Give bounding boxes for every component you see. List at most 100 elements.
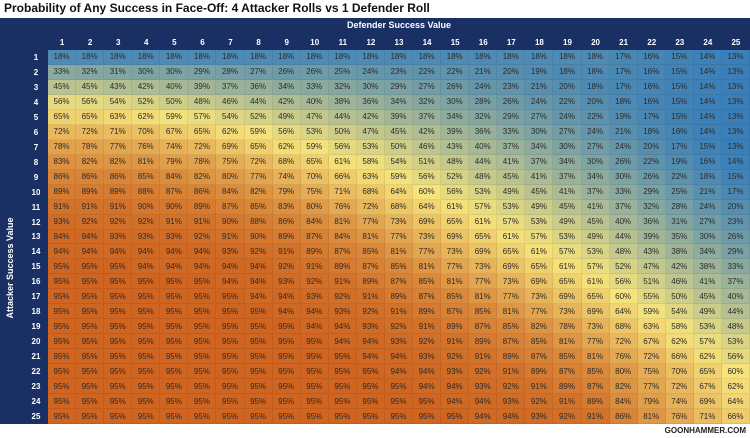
heatmap-cell: 93%: [356, 319, 385, 335]
heatmap-cell: 48%: [721, 319, 750, 335]
heatmap-cell: 83%: [48, 154, 77, 170]
heatmap-cell: 95%: [104, 349, 133, 365]
heatmap-cell: 89%: [441, 319, 470, 335]
heatmap-cell: 18%: [525, 50, 554, 65]
x-tick-label: 18: [534, 37, 544, 47]
heatmap-cell: 86%: [609, 409, 638, 424]
heatmap-cell: 77%: [104, 139, 133, 155]
heatmap-cell: 24%: [581, 124, 610, 140]
heatmap-cell: 95%: [300, 349, 329, 365]
heatmap-cell: 27%: [525, 109, 554, 125]
heatmap-cell: 94%: [384, 349, 414, 365]
heatmap-cell: 27%: [581, 139, 610, 155]
heatmap-cell: 19%: [525, 64, 554, 80]
heatmap-cell: 18%: [469, 50, 498, 65]
heatmap-cell: 77%: [384, 229, 414, 245]
heatmap-cell: 54%: [216, 109, 245, 125]
y-axis-label: Attacker Success Value: [5, 217, 15, 319]
heatmap-cell: 41%: [693, 274, 722, 290]
heatmap-cell: 91%: [272, 244, 301, 260]
heatmap-cell: 81%: [441, 274, 470, 290]
heatmap-cell: 36%: [244, 79, 273, 95]
heatmap-cell: 41%: [497, 154, 526, 170]
heatmap-cell: 90%: [244, 229, 273, 245]
heatmap-cell: 18%: [272, 50, 301, 65]
heatmap-cell: 93%: [48, 214, 77, 230]
heatmap-cell: 95%: [328, 349, 357, 365]
heatmap-cell: 95%: [413, 409, 442, 424]
heatmap-cell: 92%: [525, 394, 554, 410]
heatmap-cell: 87%: [497, 334, 526, 350]
x-tick-label: 14: [422, 37, 432, 47]
heatmap-cell: 61%: [553, 259, 582, 275]
heatmap-cell: 85%: [132, 169, 161, 185]
heatmap-cell: 17%: [721, 184, 750, 200]
heatmap-cell: 87%: [581, 379, 610, 395]
heatmap-cell: 18%: [413, 50, 442, 65]
heatmap-cell: 44%: [721, 304, 750, 320]
heatmap-cell: 27%: [413, 79, 442, 95]
heatmap-cell: 95%: [160, 304, 189, 320]
heatmap-cell: 57%: [553, 244, 582, 260]
heatmap-cell: 68%: [609, 319, 638, 335]
heatmap-cell: 60%: [413, 184, 442, 200]
heatmap-cell: 70%: [665, 364, 694, 380]
heatmap-cell: 92%: [300, 274, 329, 290]
heatmap-cell: 95%: [244, 349, 273, 365]
heatmap-cell: 57%: [693, 334, 722, 350]
heatmap-cell: 92%: [384, 319, 414, 335]
heatmap-cell: 13%: [721, 64, 750, 80]
heatmap-cell: 79%: [160, 154, 189, 170]
heatmap-cell: 69%: [553, 289, 582, 305]
heatmap-cell: 43%: [104, 79, 133, 95]
heatmap-cell: 94%: [216, 259, 245, 275]
heatmap-cell: 87%: [413, 289, 442, 305]
heatmap-cell: 68%: [356, 184, 385, 200]
heatmap-cell: 64%: [413, 199, 442, 215]
heatmap-cell: 86%: [104, 169, 133, 185]
heatmap-cell: 13%: [721, 109, 750, 125]
heatmap-cell: 95%: [104, 289, 133, 305]
heatmap-cell: 71%: [328, 184, 357, 200]
heatmap-cell: 72%: [609, 334, 638, 350]
heatmap-cell: 45%: [497, 169, 526, 185]
heatmap-cell: 91%: [188, 214, 217, 230]
heatmap-cell: 25%: [328, 64, 357, 80]
heatmap-cell: 90%: [132, 199, 161, 215]
heatmap-cell: 29%: [188, 64, 217, 80]
heatmap-cell: 40%: [160, 79, 189, 95]
heatmap-cell: 80%: [216, 169, 245, 185]
heatmap-cell: 45%: [48, 79, 77, 95]
heatmap-cell: 49%: [525, 199, 554, 215]
heatmap-cell: 17%: [665, 139, 694, 155]
heatmap-cell: 18%: [188, 50, 217, 65]
heatmap-cell: 30%: [132, 64, 161, 80]
heatmap-cell: 62%: [693, 349, 722, 365]
heatmap-cell: 89%: [272, 229, 301, 245]
heatmap-cell: 95%: [48, 394, 77, 410]
heatmap-cell: 45%: [553, 199, 582, 215]
heatmap-cell: 95%: [244, 394, 273, 410]
heatmap-cell: 95%: [132, 289, 161, 305]
x-tick-label: 20: [591, 37, 600, 47]
heatmap-cell: 28%: [665, 199, 694, 215]
heatmap-cell: 92%: [356, 304, 385, 320]
heatmap-cell: 76%: [665, 409, 694, 424]
heatmap-cell: 53%: [693, 319, 722, 335]
heatmap-cell: 61%: [525, 244, 554, 260]
heatmap-cell: 86%: [76, 169, 105, 185]
heatmap-cell: 40%: [469, 139, 498, 155]
heatmap-cell: 91%: [76, 199, 105, 215]
heatmap-cell: 69%: [469, 244, 498, 260]
heatmap-cell: 94%: [413, 379, 442, 395]
heatmap-cell: 18%: [160, 50, 189, 65]
heatmap-cell: 34%: [581, 169, 610, 185]
heatmap-cell: 49%: [693, 304, 722, 320]
heatmap-cell: 73%: [384, 214, 414, 230]
heatmap-cell: 16%: [693, 154, 722, 170]
y-tick-label: 13: [31, 232, 41, 242]
heatmap-cell: 94%: [469, 409, 498, 424]
heatmap-cell: 89%: [413, 304, 442, 320]
heatmap-cell: 86%: [48, 169, 77, 185]
heatmap-cell: 41%: [553, 184, 582, 200]
